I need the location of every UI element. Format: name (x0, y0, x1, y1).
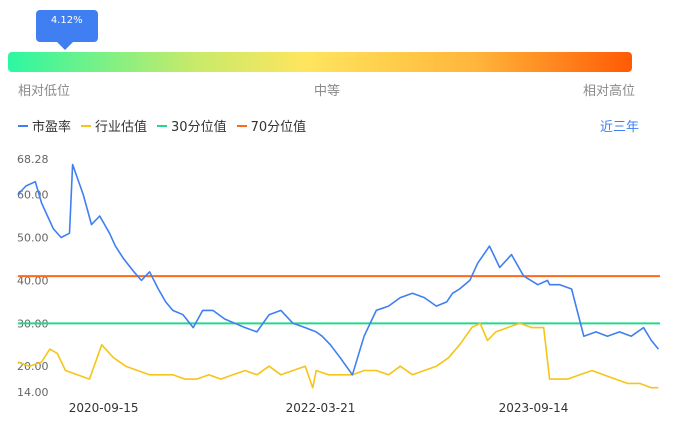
pe-ratio-line (17, 163, 660, 376)
chart-legend: 市盈率 行业估值 30分位值 70分位值 (18, 116, 316, 135)
legend-swatch-p30 (157, 124, 168, 127)
y-tick-label: 50.00 (17, 231, 49, 244)
legend-item-pe[interactable]: 市盈率 (18, 116, 71, 135)
tooltip-arrow-icon (55, 41, 74, 50)
legend-label-industry: 行业估值 (95, 120, 148, 135)
legend-swatch-industry (81, 124, 92, 127)
industry-valuation-line (17, 322, 659, 389)
legend-item-p70[interactable]: 70分位值 (236, 116, 307, 135)
y-tick-label: 68.28 (17, 153, 49, 166)
y-tick-label: 20.00 (17, 360, 49, 373)
x-tick-label: 2023-09-14 (499, 401, 569, 415)
legend-swatch-pe (18, 124, 28, 127)
y-tick-label: 14.00 (17, 386, 49, 399)
percentile-value: 4.12% (50, 15, 83, 26)
legend-swatch-p70 (236, 124, 247, 127)
period-selector[interactable]: 近三年 (600, 120, 640, 135)
x-tick-label: 2022-03-21 (286, 401, 356, 415)
legend-item-p30[interactable]: 30分位值 (157, 116, 227, 135)
scale-low-label: 相对低位 (18, 84, 71, 99)
percentile-tooltip: 4.12% (35, 10, 98, 50)
scale-high-label: 相对高位 (583, 84, 636, 99)
legend-label-p30: 30分位值 (171, 120, 227, 135)
legend-label-p70: 70分位值 (250, 120, 307, 135)
pe-line-chart: 68.2860.0050.0040.0030.0020.0014.002020-… (17, 153, 660, 415)
legend-item-industry[interactable]: 行业估值 (81, 116, 147, 135)
scale-mid-label: 中等 (314, 84, 341, 99)
y-tick-label: 40.00 (17, 274, 49, 287)
legend-label-pe: 市盈率 (32, 120, 72, 135)
percentile-gradient-bar (8, 52, 632, 72)
x-tick-label: 2020-09-15 (69, 401, 139, 415)
